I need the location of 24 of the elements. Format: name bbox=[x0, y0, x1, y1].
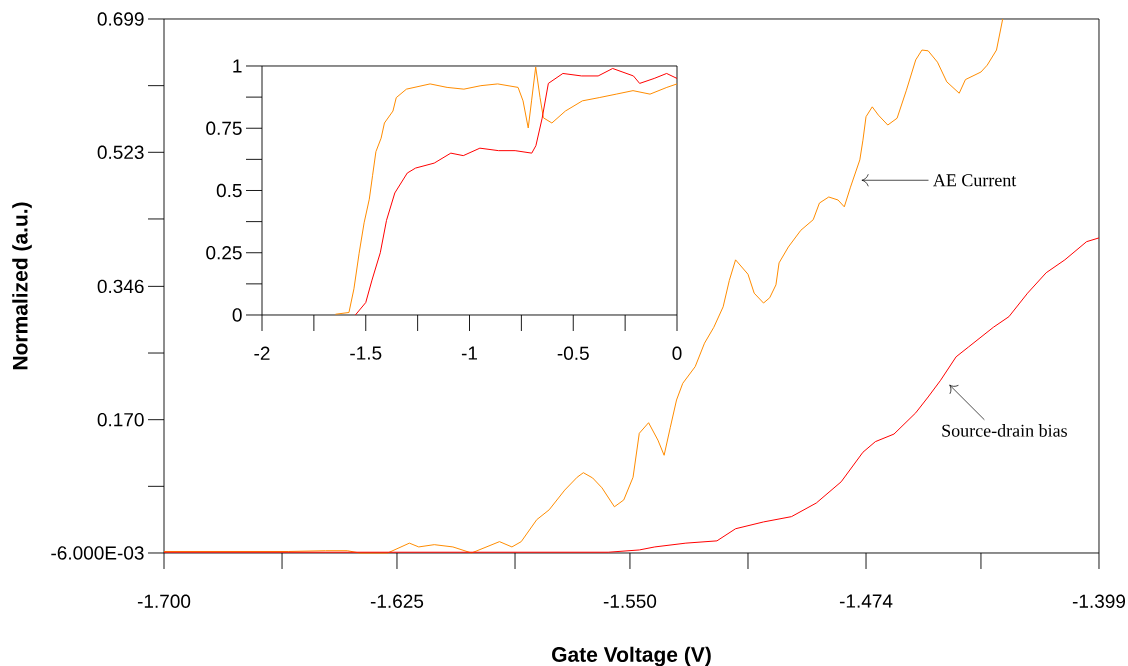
y-tick-label: 0.75 bbox=[206, 121, 242, 135]
y-tick-label: 0 bbox=[232, 308, 242, 322]
y-tick-label: -6.000E-03 bbox=[51, 546, 144, 560]
y-tick-label: 0.5 bbox=[216, 183, 242, 198]
x-tick-label: -1.700 bbox=[137, 594, 191, 608]
y-tick-label: 1 bbox=[233, 59, 242, 73]
x-tick-label: -1.550 bbox=[603, 594, 657, 608]
x-tick-label: -1.5 bbox=[350, 346, 382, 360]
x-tick-label: -2 bbox=[254, 346, 270, 360]
y-tick-label: 0.523 bbox=[97, 145, 144, 160]
x-tick-label: -1.625 bbox=[370, 594, 424, 608]
annotation: AE Current bbox=[933, 174, 1017, 187]
y-tick-label: 0.25 bbox=[206, 246, 242, 260]
y-axis-title: Normalized (a.u.) bbox=[12, 202, 32, 370]
x-axis-title: Gate Voltage (V) bbox=[552, 646, 711, 666]
x-tick-label: -0.5 bbox=[557, 346, 589, 360]
x-tick-label: 0 bbox=[672, 346, 682, 360]
y-tick-label: 0.346 bbox=[97, 279, 144, 294]
x-tick-label: -1 bbox=[461, 346, 478, 360]
y-tick-label: 0.699 bbox=[97, 12, 144, 26]
annotation: Source-drain bias bbox=[942, 424, 1067, 437]
x-tick-label: -1.474 bbox=[839, 594, 893, 608]
x-tick-label: -1.399 bbox=[1072, 594, 1126, 608]
y-tick-label: 0.170 bbox=[97, 412, 144, 427]
